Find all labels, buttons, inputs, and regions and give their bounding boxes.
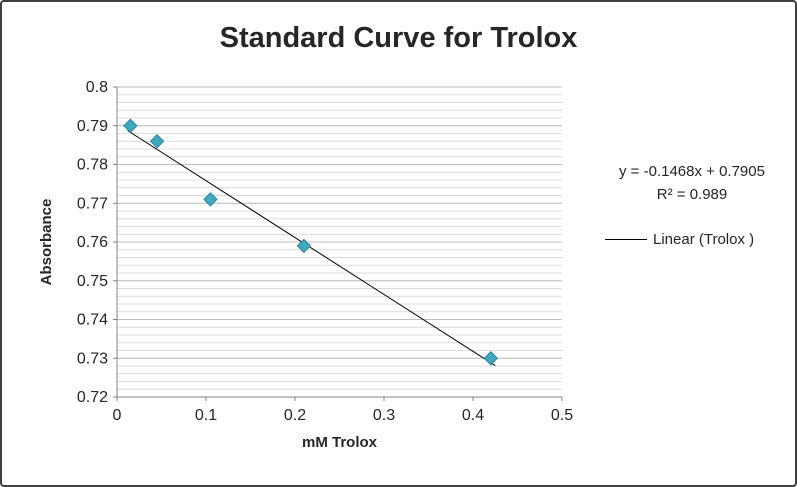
y-tick-label: 0.78	[77, 157, 108, 174]
y-tick-label: 0.76	[77, 234, 108, 251]
x-tick-label: 0.1	[195, 407, 217, 424]
r-squared-value: R² = 0.989	[656, 186, 728, 204]
data-point-marker	[149, 134, 165, 149]
y-tick-label: 0.77	[77, 195, 108, 212]
data-point-marker	[296, 238, 312, 254]
x-tick-label: 0.4	[462, 407, 484, 424]
x-axis-title: mM Trolox	[301, 434, 377, 451]
data-point-marker	[483, 351, 499, 366]
x-tick-label: 0.2	[284, 407, 306, 424]
trendline	[127, 130, 496, 366]
y-tick-label: 0.73	[77, 350, 108, 367]
tick-labels: 0.72 0.73 0.74 0.75 0.76 0.77 0.78 0.79 0.8 0 0.1 0…	[77, 79, 573, 424]
trendline-annotation: y = -0.1468x + 0.7905 R² = 0.989	[597, 160, 787, 207]
trendline-equation: y = -0.1468x + 0.7905	[619, 163, 765, 180]
y-tick-label: 0.79	[77, 118, 108, 135]
axes	[113, 86, 563, 401]
legend: Linear (Trolox )	[605, 231, 754, 248]
y-tick-label: 0.8	[86, 79, 108, 96]
data-point-marker	[123, 118, 138, 133]
data-point-marker	[203, 192, 218, 207]
y-tick-label: 0.74	[77, 312, 108, 329]
y-tick-label: 0.75	[77, 273, 108, 290]
chart-title: Standard Curve for Trolox	[219, 22, 578, 54]
data-points	[123, 118, 499, 366]
x-tick-label: 0.5	[551, 407, 573, 424]
x-tick-label: 0.3	[373, 407, 395, 424]
legend-line-sample	[605, 239, 647, 240]
x-tick-label: 0	[113, 407, 122, 424]
y-axis-title: Absorbance	[38, 198, 55, 286]
legend-label: Linear (Trolox )	[653, 231, 755, 248]
y-tick-label: 0.72	[77, 389, 108, 406]
